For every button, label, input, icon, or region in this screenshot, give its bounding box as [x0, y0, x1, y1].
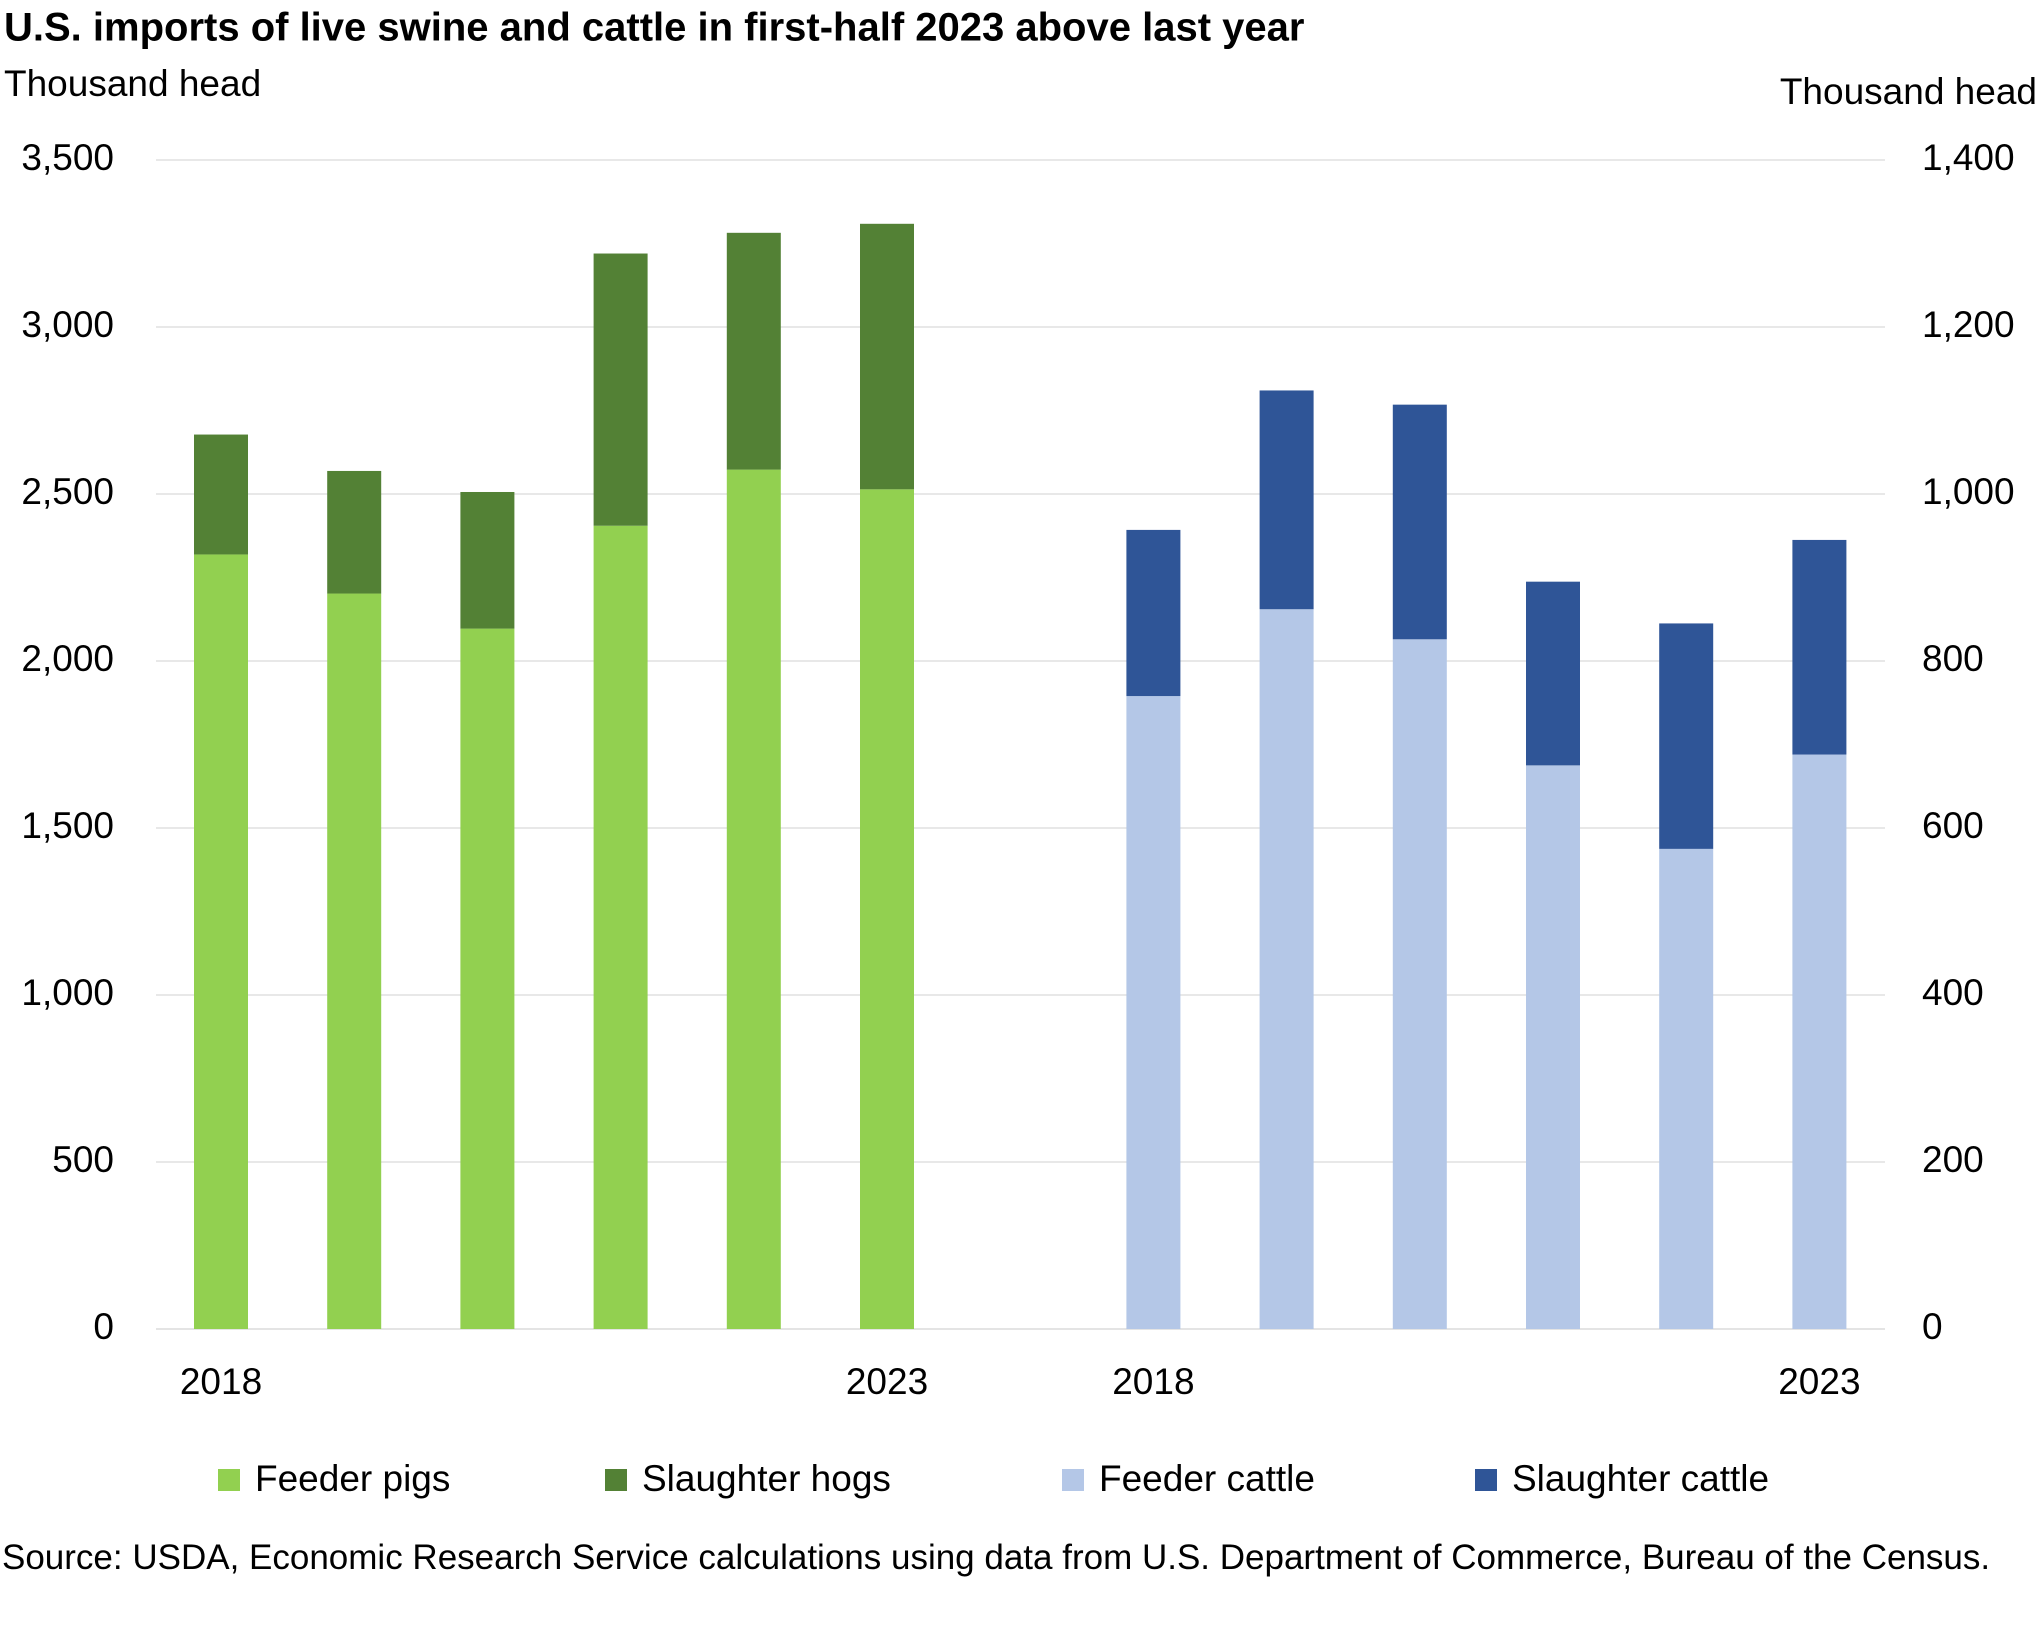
bar-segment	[327, 470, 382, 594]
legend-swatch	[1062, 1469, 1084, 1491]
legend-swatch	[605, 1469, 627, 1491]
bar-segment	[194, 434, 248, 555]
legend-swatch	[218, 1469, 240, 1491]
bar-segment	[460, 628, 515, 1329]
y-tick-label: 3,000	[21, 304, 114, 345]
y2-tick-label: 1,000	[1922, 471, 2015, 512]
bar-segment	[1792, 539, 1847, 755]
chart-title: U.S. imports of live swine and cattle in…	[4, 6, 1304, 50]
bar-segment	[1659, 623, 1714, 849]
bar-segment	[327, 593, 382, 1329]
bar-segment	[726, 232, 781, 470]
legend-label: Slaughter cattle	[1512, 1458, 1769, 1499]
bar-segment	[593, 525, 648, 1329]
y2-tick-label: 600	[1922, 805, 1984, 846]
legend-swatch	[1475, 1469, 1497, 1491]
bar-segment	[1259, 609, 1314, 1329]
x-tick-label: 2023	[846, 1361, 928, 1402]
y2-tick-label: 200	[1922, 1139, 1984, 1180]
y-tick-label: 1,000	[21, 972, 114, 1013]
bar-segment	[1126, 696, 1181, 1329]
y2-tick-label: 1,400	[1922, 137, 2015, 178]
y-tick-label: 0	[93, 1306, 114, 1347]
bar-segment	[1659, 848, 1714, 1329]
y2-tick-label: 800	[1922, 638, 1984, 679]
y-axis-label: Thousand head	[4, 63, 261, 104]
y-tick-label: 2,500	[21, 471, 114, 512]
bar-segment	[860, 223, 914, 490]
y-tick-label: 2,000	[21, 638, 114, 679]
bar-segment	[1526, 765, 1580, 1329]
bar-segment	[1526, 581, 1580, 766]
y2-tick-label: 1,200	[1922, 304, 2015, 345]
x-tick-label: 2018	[1112, 1361, 1194, 1402]
y-tick-label: 500	[52, 1139, 114, 1180]
bar-segment	[1126, 529, 1181, 697]
legend-label: Slaughter hogs	[642, 1458, 891, 1499]
bar-segment	[1792, 754, 1847, 1329]
bar-segment	[194, 554, 248, 1329]
bar-segment	[726, 469, 781, 1329]
y2-tick-label: 400	[1922, 972, 1984, 1013]
legend-label: Feeder pigs	[255, 1458, 450, 1499]
y-tick-label: 3,500	[21, 137, 114, 178]
y-tick-label: 1,500	[21, 805, 114, 846]
y2-tick-label: 0	[1922, 1306, 1943, 1347]
x-tick-label: 2023	[1778, 1361, 1860, 1402]
bar-segment	[460, 491, 515, 629]
bar-segment	[860, 489, 914, 1330]
bar-segment	[593, 253, 648, 526]
source-note: Source: USDA, Economic Research Service …	[2, 1538, 1991, 1577]
bar-segment	[1392, 404, 1447, 640]
legend-label: Feeder cattle	[1099, 1458, 1315, 1499]
y2-axis-label: Thousand head	[1780, 71, 2037, 112]
x-tick-label: 2018	[180, 1361, 262, 1402]
bar-segment	[1392, 639, 1447, 1329]
bar-segment	[1259, 390, 1314, 610]
